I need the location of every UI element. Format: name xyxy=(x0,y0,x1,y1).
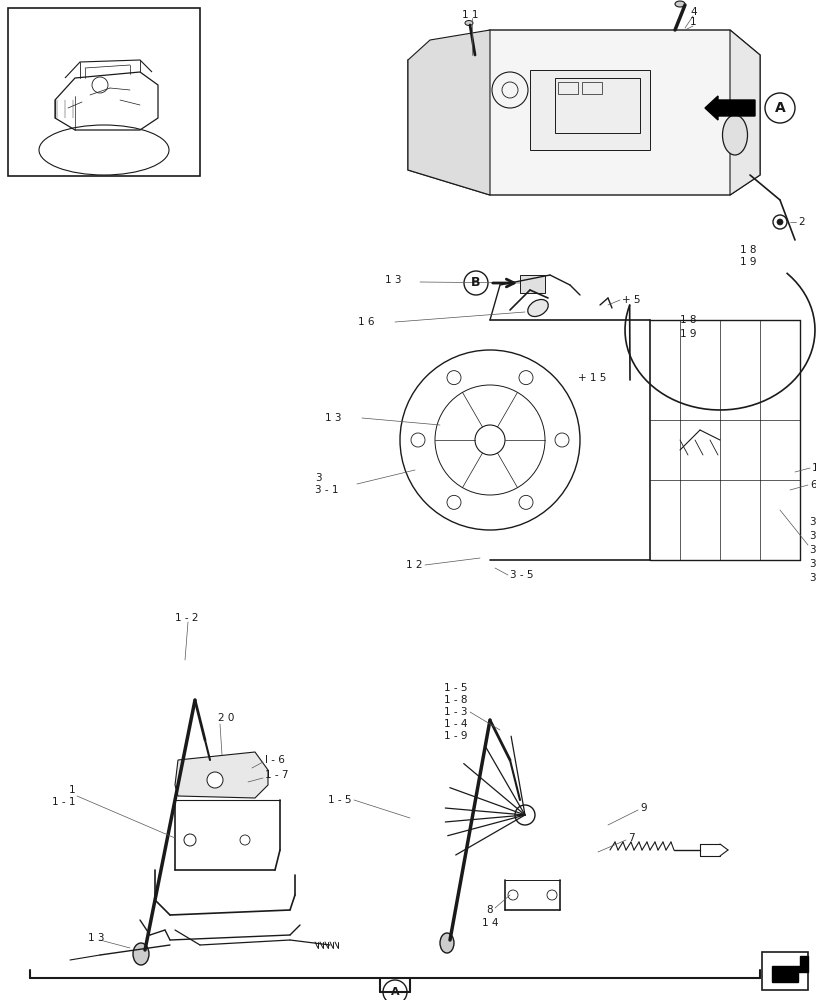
Text: + 1 5: + 1 5 xyxy=(578,373,606,383)
Text: 1 3: 1 3 xyxy=(385,275,401,285)
Text: 1 - 5: 1 - 5 xyxy=(445,683,468,693)
Text: 9: 9 xyxy=(640,803,646,813)
Text: 1 0: 1 0 xyxy=(812,463,816,473)
Text: 1 2: 1 2 xyxy=(406,560,422,570)
Circle shape xyxy=(207,772,223,788)
Circle shape xyxy=(777,219,783,225)
Text: 1 3: 1 3 xyxy=(88,933,104,943)
Text: 1 9: 1 9 xyxy=(740,257,756,267)
Text: 7: 7 xyxy=(628,833,635,843)
Text: 2: 2 xyxy=(798,217,805,227)
Circle shape xyxy=(515,805,535,825)
Text: 4: 4 xyxy=(690,7,697,17)
Text: + 5: + 5 xyxy=(622,295,641,305)
Text: 1 - 5: 1 - 5 xyxy=(329,795,352,805)
Text: 2 0: 2 0 xyxy=(218,713,234,723)
Bar xyxy=(520,275,545,293)
Text: l - 6: l - 6 xyxy=(265,755,285,765)
Ellipse shape xyxy=(722,115,747,155)
Text: 1 8: 1 8 xyxy=(740,245,756,255)
Text: 8: 8 xyxy=(486,905,494,915)
Text: 1 4: 1 4 xyxy=(481,918,499,928)
Polygon shape xyxy=(408,30,760,195)
Ellipse shape xyxy=(675,1,685,7)
Bar xyxy=(558,82,578,94)
Bar xyxy=(762,952,808,990)
Text: 1 6: 1 6 xyxy=(358,317,375,327)
Text: 1 9: 1 9 xyxy=(680,329,697,339)
Text: 3 - 2 A: 3 - 2 A xyxy=(810,531,816,541)
Circle shape xyxy=(475,425,505,455)
Text: 3: 3 xyxy=(315,473,322,483)
Text: 3 - 2: 3 - 2 xyxy=(810,517,816,527)
Bar xyxy=(8,8,200,176)
Ellipse shape xyxy=(465,20,473,25)
Text: 1 - 4: 1 - 4 xyxy=(445,719,468,729)
Text: 3 - 1: 3 - 1 xyxy=(315,485,339,495)
Text: B: B xyxy=(472,276,481,290)
Polygon shape xyxy=(730,30,760,195)
Ellipse shape xyxy=(528,299,548,317)
Polygon shape xyxy=(175,752,268,798)
Bar xyxy=(530,70,650,150)
Text: 1 - 1: 1 - 1 xyxy=(51,797,75,807)
Text: A: A xyxy=(774,101,785,115)
Text: 6: 6 xyxy=(810,480,816,490)
Text: 1 - 2: 1 - 2 xyxy=(175,613,198,623)
Text: 1 - 8: 1 - 8 xyxy=(445,695,468,705)
Text: 1 8: 1 8 xyxy=(680,315,697,325)
Text: A: A xyxy=(391,987,399,997)
Text: 3 - 5: 3 - 5 xyxy=(510,570,534,580)
Circle shape xyxy=(773,215,787,229)
Text: 1 - 3: 1 - 3 xyxy=(445,707,468,717)
Text: 1 3: 1 3 xyxy=(325,413,342,423)
Text: 1 1: 1 1 xyxy=(462,10,478,20)
Text: 1: 1 xyxy=(690,17,697,27)
Text: 3 - 4: 3 - 4 xyxy=(810,573,816,583)
Polygon shape xyxy=(408,30,490,195)
Polygon shape xyxy=(705,96,755,120)
Text: 3 - 3: 3 - 3 xyxy=(810,559,816,569)
Polygon shape xyxy=(772,956,808,982)
Text: 1: 1 xyxy=(69,785,75,795)
Text: 1 - 7: 1 - 7 xyxy=(265,770,289,780)
Text: 3 - 2 B: 3 - 2 B xyxy=(810,545,816,555)
Bar xyxy=(582,82,602,94)
Text: 1 - 9: 1 - 9 xyxy=(445,731,468,741)
Ellipse shape xyxy=(133,943,149,965)
Ellipse shape xyxy=(440,933,454,953)
Bar xyxy=(555,78,640,133)
